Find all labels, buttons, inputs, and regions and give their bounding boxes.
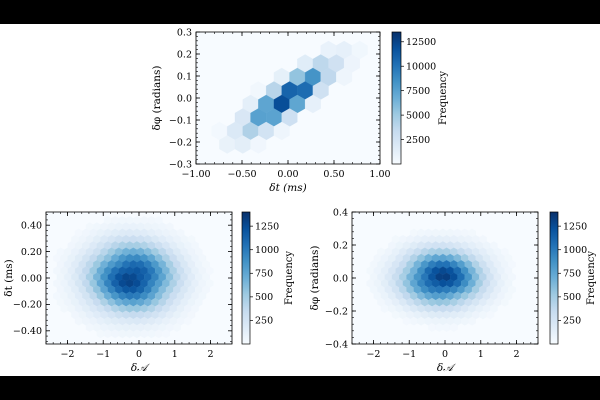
x-axis-label: δ𝒜 (131, 362, 150, 374)
x-tick-label: 0 (442, 349, 448, 360)
x-tick-label: −1.00 (181, 169, 210, 180)
colorbar-tick-label: 500 (255, 292, 273, 303)
x-tick-label: 1 (172, 349, 178, 360)
y-tick-label: −0.40 (13, 326, 42, 337)
colorbar-tick-label: 1000 (563, 245, 587, 256)
colorbar-tick-label: 5000 (406, 110, 430, 121)
colorbar-tick-label: 12500 (406, 37, 436, 48)
colorbar-gradient (241, 211, 251, 345)
hex-bin (173, 323, 181, 332)
colorbar-gradient (391, 31, 402, 165)
x-tick-label: −1 (402, 349, 416, 360)
x-tick-label: 0.00 (277, 169, 298, 180)
y-axis-label: δφ (radians) (309, 246, 321, 311)
hex-bin (336, 67, 353, 87)
x-tick-label: 1 (478, 349, 484, 360)
figure: −1.00 −0.50 0.00 0.50 1.00 −0.3 −0.2 −0.1 0.0 0.1… (0, 24, 600, 376)
y-tick-label: −0.2 (325, 306, 348, 317)
hex-bin (486, 310, 495, 320)
axis-ticks: −2 −1 0 1 2 −0.4 −0.2 0.0 0.2 0.4 (325, 207, 539, 360)
colorbar: 2500 5000 7500 10000 12500 Frequency (391, 31, 449, 165)
y-tick-label: 0.00 (21, 273, 42, 284)
hexbin-cells (53, 216, 214, 339)
x-tick-label: −1 (96, 349, 110, 360)
x-tick-label: −0.50 (227, 169, 256, 180)
colorbar-tick-label: 10000 (406, 62, 436, 73)
hexbin-panel-2: −2 −1 0 1 2 −0.40 −0.20 0.00 0.20 0.40 δ𝒜 δt (ms) 25… (3, 211, 295, 374)
hexbin-panel-1: −1.00 −0.50 0.00 0.50 1.00 −0.3 −0.2 −0.1 0.0 0.1… (151, 27, 449, 194)
x-tick-label: −2 (60, 349, 74, 360)
axis-ticks: −1.00 −0.50 0.00 0.50 1.00 −0.3 −0.2 −0.1 0.0 0.1… (169, 27, 391, 180)
colorbar-gradient (549, 211, 559, 345)
colorbar-tick-label: 1250 (563, 221, 587, 232)
y-tick-label: 0.1 (177, 71, 192, 82)
hexbin-panel-3: −2 −1 0 1 2 −0.4 −0.2 0.0 0.2 0.4 δ𝒜 δφ (radians) 25… (309, 207, 597, 374)
colorbar-tick-label: 1000 (255, 245, 279, 256)
y-tick-label: 0.2 (177, 49, 192, 60)
x-axis-label: δt (ms) (269, 182, 306, 194)
y-tick-label: 0.20 (21, 247, 42, 258)
colorbar-tick-label: 1250 (255, 221, 279, 232)
x-tick-label: 2 (208, 349, 214, 360)
x-tick-label: 0.50 (323, 169, 344, 180)
y-tick-label: 0.3 (177, 27, 192, 38)
colorbar-tick-label: 250 (255, 316, 273, 327)
y-axis-label: δφ (radians) (151, 66, 163, 131)
x-tick-label: 0 (136, 349, 142, 360)
hex-bin (468, 316, 476, 326)
colorbar-tick-label: 750 (255, 269, 273, 280)
x-axis-label: δ𝒜 (437, 362, 456, 374)
y-axis-label: δt (ms) (3, 259, 15, 296)
colorbar-tick-label: 250 (563, 316, 581, 327)
colorbar-tick-label: 2500 (406, 135, 430, 146)
x-tick-label: −2 (366, 349, 380, 360)
y-tick-label: 0.40 (21, 221, 42, 232)
figure-canvas: −1.00 −0.50 0.00 0.50 1.00−0.3−0.2−0.10.00.1… (3, 27, 597, 374)
colorbar: 250 500 750 1000 1250 Frequency (241, 211, 295, 345)
y-tick-label: 0.4 (333, 207, 348, 218)
colorbar-label: Frequency (586, 251, 597, 305)
y-tick-label: −0.2 (169, 137, 192, 148)
y-tick-label: −0.1 (169, 115, 192, 126)
y-tick-label: 0.0 (177, 93, 192, 104)
hex-bin (184, 316, 192, 326)
hex-bin (500, 297, 509, 307)
hex-bin (450, 323, 458, 332)
y-tick-label: −0.3 (169, 159, 192, 170)
axis-ticks: −2 −1 0 1 2 −0.40 −0.20 0.00 0.20 0.40 (13, 212, 233, 360)
colorbar-label: Frequency (438, 71, 449, 125)
colorbar-label: Frequency (284, 251, 295, 305)
colorbar: 250 500 750 1000 1250 Frequency (549, 211, 597, 345)
hex-bin (250, 135, 267, 154)
colorbar-tick-label: 750 (563, 269, 581, 280)
colorbar-tick-label: 7500 (406, 86, 430, 97)
x-tick-label: 1.00 (369, 169, 390, 180)
hex-bin (273, 121, 290, 141)
hexbin-cells (211, 40, 368, 154)
x-tick-label: 2 (514, 349, 520, 360)
y-tick-label: 0.2 (333, 240, 348, 251)
colorbar-tick-label: 500 (563, 292, 581, 303)
y-tick-label: 0.0 (333, 273, 348, 284)
hex-bin (304, 94, 321, 114)
y-tick-label: −0.20 (13, 300, 42, 311)
hexbin-cells (366, 228, 516, 332)
y-tick-label: −0.4 (325, 339, 348, 350)
hex-bin (162, 329, 170, 339)
